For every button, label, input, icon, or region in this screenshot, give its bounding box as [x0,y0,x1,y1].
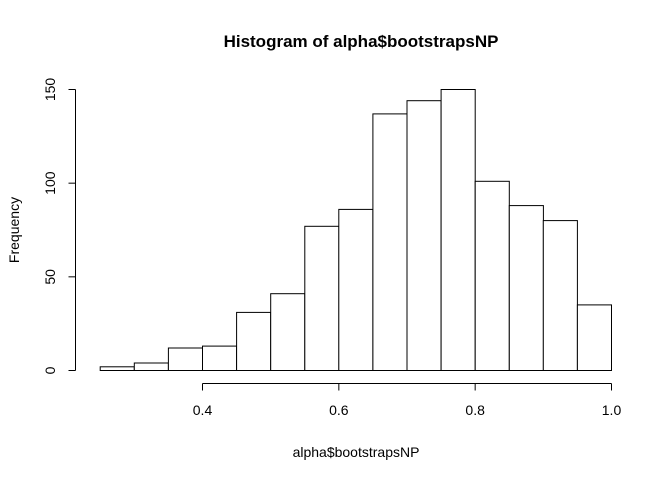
y-tick-label: 150 [42,78,58,102]
histogram-bar-11 [474,180,510,371]
histogram-bar-7 [338,208,374,371]
histogram-bar-8 [372,113,408,372]
histogram-bars [99,89,613,372]
x-tick-label: 0.8 [465,402,485,418]
x-tick-label: 0.6 [329,402,349,418]
histogram-bar-12 [508,205,544,371]
x-tick-label: 0.4 [193,402,213,418]
histogram-bar-14 [576,304,613,371]
histogram-bar-1 [133,362,169,371]
chart-title: Histogram of alpha$bootstrapsNP [224,32,499,51]
histogram-bar-0 [99,366,135,371]
histogram-bar-2 [167,347,203,371]
x-axis-label: alpha$bootstrapsNP [293,444,420,460]
y-tick-label: 50 [42,269,58,285]
histogram-bar-3 [202,345,238,372]
histogram-bar-9 [406,100,442,371]
y-tick-label: 100 [42,171,58,195]
histogram-bar-10 [440,89,476,371]
histogram-bar-5 [270,293,306,372]
histogram-bar-13 [542,220,578,371]
y-axis: 0 50 100 150 [42,78,76,374]
y-axis-label: Frequency [6,197,22,263]
y-tick-label: 0 [42,366,58,374]
x-tick-label: 1.0 [602,402,622,418]
histogram-bar-4 [236,311,272,371]
histogram-bar-6 [304,225,340,371]
x-axis: 0.4 0.6 0.8 1.0 [193,383,622,418]
